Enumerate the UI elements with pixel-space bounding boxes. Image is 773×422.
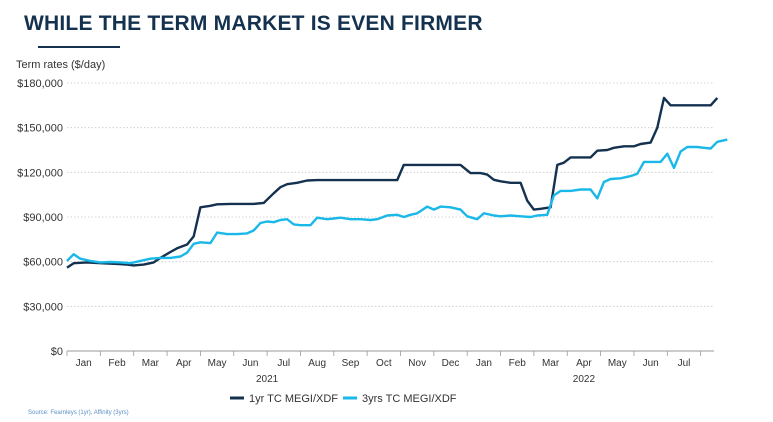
x-tick-label: Jul [678, 358, 691, 369]
x-tick-label: Oct [376, 358, 392, 369]
legend-label: 1yr TC MEGI/XDF [249, 393, 338, 405]
x-tick-label: Apr [576, 358, 592, 369]
x-tick-label: Mar [542, 358, 560, 369]
chart-title: WHILE THE TERM MARKET IS EVEN FIRMER [24, 12, 483, 35]
y-tick-label: $0 [51, 346, 63, 358]
series-lines [66, 96, 728, 269]
y-axis-ticks: $0 $30,000 $60,000 $90,000 $120,000 $150,000 $… [17, 78, 63, 358]
x-axis: Jan Feb Mar Apr May Jun Jul Aug Sep Oct Nov Dec Jan F… [66, 350, 714, 385]
x-tick-label: Dec [442, 358, 460, 369]
x-tick-label: Jun [242, 358, 258, 369]
y-tick-label: $180,000 [17, 78, 63, 90]
x-tick-label: Sep [342, 358, 360, 369]
x-tick-label: Nov [408, 358, 426, 369]
x-tick-label: Feb [108, 358, 126, 369]
y-axis-label: Term rates ($/day) [16, 59, 105, 71]
y-tick-label: $150,000 [17, 123, 63, 135]
legend: 1yr TC MEGI/XDF 3yrs TC MEGI/XDF [230, 393, 457, 405]
series-line-1 [66, 96, 719, 269]
x-tick-label: Jan [476, 358, 492, 369]
y-tick-label: $30,000 [23, 301, 63, 313]
gridlines [67, 82, 714, 307]
y-tick-label: $120,000 [17, 167, 63, 179]
series-line-2 [66, 138, 728, 265]
x-tick-label: May [608, 358, 627, 369]
x-tick-label: Jun [643, 358, 659, 369]
year-label: 2022 [573, 374, 596, 385]
y-tick-label: $60,000 [23, 257, 63, 269]
title-underline [38, 46, 120, 48]
x-tick-label: Apr [176, 358, 192, 369]
source-note: Source: Fearnleys (1yr), Affinity (3yrs) [28, 410, 129, 416]
year-label: 2021 [256, 374, 279, 385]
x-tick-label: Jan [76, 358, 92, 369]
x-tick-label: Aug [308, 358, 326, 369]
y-tick-label: $90,000 [23, 212, 63, 224]
x-tick-label: Jul [277, 358, 290, 369]
x-tick-label: Feb [509, 358, 527, 369]
legend-label: 3yrs TC MEGI/XDF [362, 393, 457, 405]
x-tick-label: Mar [142, 358, 160, 369]
x-tick-label: May [208, 358, 227, 369]
